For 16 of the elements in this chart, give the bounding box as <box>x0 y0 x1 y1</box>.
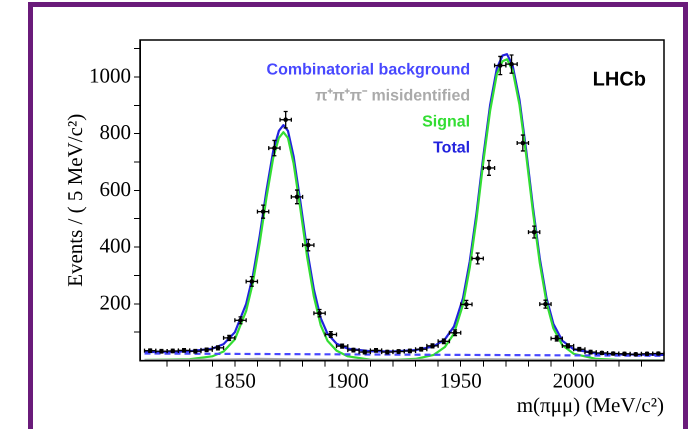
y-tick-label: 600 <box>100 176 131 201</box>
y-tick-label: 800 <box>100 120 131 144</box>
x-tick-label: 1850 <box>214 368 256 393</box>
text: π⁺π⁺π⁻ misidentified <box>315 87 470 104</box>
y-tick-label: 400 <box>100 234 131 258</box>
y-tick-label: 1000 <box>89 63 131 88</box>
y-axis-title: Events / ( 5 MeV/c²) <box>63 114 88 287</box>
x-axis-title: m(πμμ) (MeV/c²) <box>516 392 664 417</box>
y-tick-label: 200 <box>100 290 131 314</box>
annotation: LHCb <box>592 68 646 91</box>
series-label: Signal <box>422 113 470 130</box>
x-tick-label: 1900 <box>326 368 369 393</box>
x-tick-label: 1950 <box>440 368 482 393</box>
series-label: Total <box>433 139 470 156</box>
x-tick-label: 2000 <box>552 368 595 393</box>
text: Combinatorial background <box>266 61 470 78</box>
